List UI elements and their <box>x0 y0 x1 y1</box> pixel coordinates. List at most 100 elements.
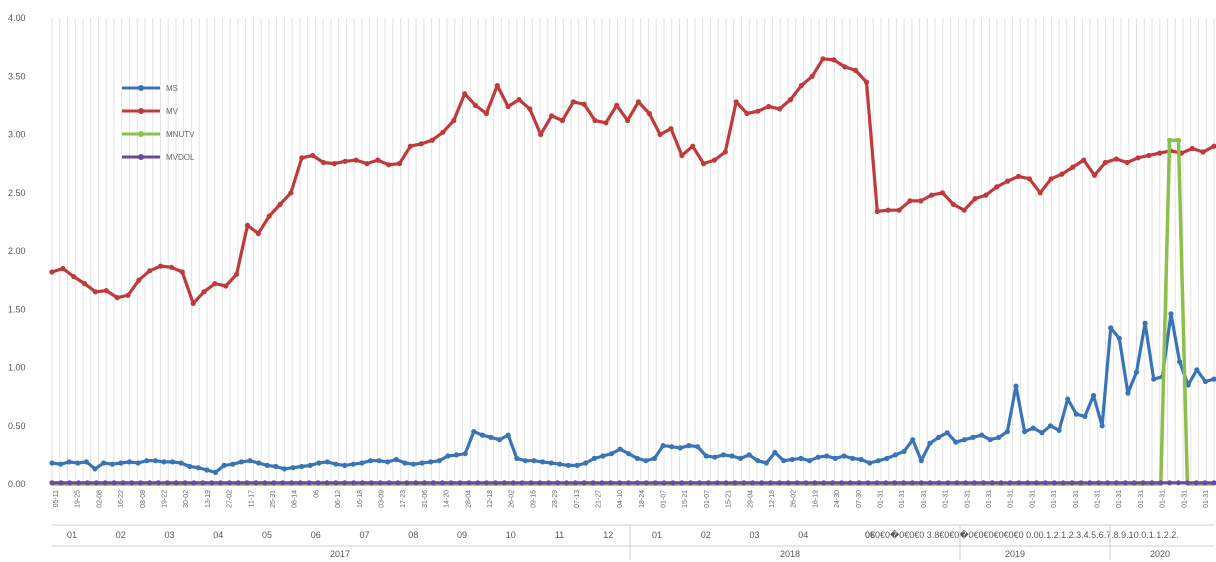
y-tick-label: 0.50 <box>8 421 26 431</box>
y-tick-label: 1.00 <box>8 363 26 373</box>
data-point-mvdol <box>271 480 277 486</box>
data-point-mvdol <box>679 480 685 486</box>
data-point-ms <box>565 462 572 468</box>
data-point-ms <box>152 458 158 464</box>
data-point-mvdol <box>918 480 924 486</box>
x-tick-label: 15-21 <box>726 490 733 508</box>
data-point-ms <box>1108 325 1114 331</box>
data-point-mvdol <box>164 480 170 486</box>
x-tick-label: 01-31 <box>1008 490 1015 508</box>
data-point-ms <box>875 458 881 464</box>
data-point-ms <box>230 461 236 467</box>
data-point-mv <box>1037 190 1043 196</box>
data-point-mvdol <box>58 480 64 486</box>
y-tick-label: 1.50 <box>8 304 26 314</box>
data-point-ms <box>626 451 632 457</box>
data-point-ms <box>118 460 124 466</box>
data-point-ms <box>479 432 485 438</box>
data-point-mv <box>71 274 77 280</box>
data-point-ms <box>75 460 81 466</box>
data-point-ms <box>815 454 821 460</box>
data-point-mv <box>961 207 967 213</box>
x-tick-label: 03-08 <box>140 490 147 508</box>
x-tick-label: 01-31 <box>1203 490 1210 508</box>
data-point-mvdol <box>634 480 641 486</box>
month-label: 09 <box>457 530 467 540</box>
data-point-ms <box>703 453 709 459</box>
data-point-mv <box>310 152 316 159</box>
data-point-mv <box>429 137 435 143</box>
x-tick-label: 14-20 <box>444 490 451 508</box>
data-point-mv <box>885 207 891 213</box>
data-point-mvdol <box>555 480 561 486</box>
data-point-mvdol <box>120 480 126 486</box>
x-tick-label: 23-29 <box>552 490 559 508</box>
data-point-mvdol <box>812 480 818 486</box>
data-point-mv <box>462 91 468 97</box>
data-point-mv <box>766 103 772 110</box>
data-point-mvdol <box>235 480 241 486</box>
data-point-ms <box>273 463 279 470</box>
data-point-mv <box>212 281 218 287</box>
data-point-mvdol <box>971 480 978 486</box>
data-point-mv <box>1113 156 1119 162</box>
data-point-ms <box>841 453 847 459</box>
data-point-mv <box>798 83 804 89</box>
x-tick-label: 07-13 <box>574 490 581 508</box>
data-point-mvdol <box>661 480 667 486</box>
data-point-mvdol <box>200 480 206 486</box>
month-label: 01 <box>67 530 77 540</box>
data-point-ms <box>393 456 399 463</box>
data-point-mv <box>299 155 305 161</box>
x-tick-label: 30-02 <box>183 490 190 508</box>
x-tick-label: 12-18 <box>769 490 776 508</box>
data-point-ms <box>247 458 253 464</box>
data-point-mvdol <box>138 480 144 486</box>
data-point-mvdol <box>546 480 552 486</box>
data-point-ms <box>161 459 167 465</box>
data-point-mvdol <box>93 480 99 486</box>
data-point-ms <box>522 458 529 464</box>
data-point-mv <box>1048 176 1054 182</box>
data-point-mv <box>755 108 761 114</box>
data-point-mvdol <box>395 480 401 486</box>
data-point-mv <box>983 192 989 198</box>
data-point-mv <box>244 222 251 228</box>
data-point-ms <box>307 462 313 468</box>
data-point-mvdol <box>696 480 703 486</box>
series-line-ms <box>51 312 1215 474</box>
data-point-mvdol <box>1087 480 1093 486</box>
x-tick-label: 11-17 <box>248 490 255 507</box>
data-point-mvdol <box>1122 480 1128 486</box>
data-point-mv <box>407 143 413 149</box>
data-point-mv <box>179 269 185 275</box>
data-point-ms <box>832 455 838 461</box>
x-tick-label: 01-31 <box>1181 490 1188 508</box>
data-point-mv <box>635 99 642 105</box>
data-point-ms <box>695 444 701 450</box>
x-tick-label: 01-31 <box>964 490 971 508</box>
month-label: 01 <box>652 530 662 540</box>
data-point-mv <box>668 126 674 132</box>
data-point-mvdol <box>643 480 649 486</box>
data-point-mv <box>559 117 566 124</box>
month-label: 12 <box>603 530 613 540</box>
data-point-ms <box>49 460 55 466</box>
data-point-mvdol <box>439 480 445 486</box>
data-point-ms <box>1065 396 1071 402</box>
x-tick-label: 16-18 <box>357 490 364 508</box>
data-point-mvdol <box>342 480 348 486</box>
legend-label: MS <box>166 84 178 93</box>
data-point-mvdol <box>1060 480 1066 486</box>
x-tick-label: 15-21 <box>682 490 689 508</box>
data-point-mvdol <box>865 480 871 486</box>
data-point-ms <box>385 459 391 465</box>
data-point-mv <box>266 213 272 219</box>
data-point-ms <box>591 455 597 461</box>
data-point-mv <box>809 73 815 79</box>
data-point-mvdol <box>705 480 712 486</box>
data-point-ms <box>505 432 511 438</box>
month-label: 06 <box>311 530 321 540</box>
data-point-mv <box>1211 143 1216 149</box>
